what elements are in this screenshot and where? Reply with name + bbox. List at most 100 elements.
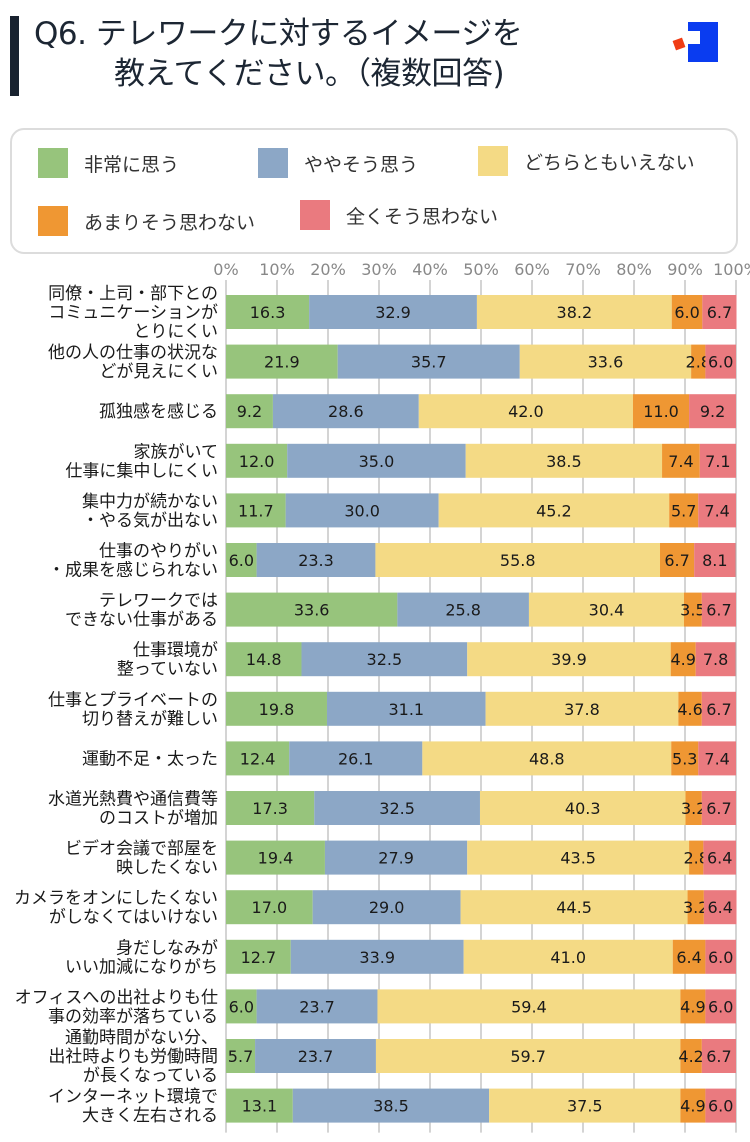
data-label: 23.7 xyxy=(299,997,335,1016)
category-label: 出社時よりも労働時間 xyxy=(48,1047,218,1067)
data-label: 59.4 xyxy=(511,997,547,1016)
bar-segment xyxy=(476,295,672,329)
data-label: 38.2 xyxy=(557,303,593,322)
data-label: 30.0 xyxy=(344,501,380,520)
data-label: 33.9 xyxy=(359,948,395,967)
bar-segment xyxy=(226,939,291,974)
legend-item-somewhat-agree: ややそう思う xyxy=(258,148,418,178)
data-label: 38.5 xyxy=(546,452,582,471)
bar-segment xyxy=(671,295,703,329)
bar-segment xyxy=(680,1039,702,1073)
bar-segment xyxy=(226,394,273,429)
bar-segment xyxy=(691,344,706,379)
legend-label: 全くそう思わない xyxy=(346,205,499,228)
bar-segment xyxy=(226,592,398,627)
category-label: インターネット環境で xyxy=(48,1087,218,1107)
category-label: のコストが増加 xyxy=(99,809,218,829)
data-label: 6.0 xyxy=(229,997,254,1016)
data-label: 6.0 xyxy=(708,1097,733,1116)
data-label: 7.4 xyxy=(704,501,729,520)
data-label: 45.2 xyxy=(536,501,572,520)
bar-segment xyxy=(226,741,290,776)
bar-segment xyxy=(465,443,663,478)
data-label: 6.0 xyxy=(674,303,699,322)
data-label: 7.1 xyxy=(705,452,730,471)
data-label: 9.2 xyxy=(237,402,262,421)
bar-segment xyxy=(694,543,736,577)
data-label: 6.4 xyxy=(707,898,732,917)
bar-segment xyxy=(463,939,673,974)
x-tick-label: 60% xyxy=(514,260,550,279)
data-label: 5.7 xyxy=(228,1047,253,1066)
bar-segment xyxy=(669,493,699,528)
bar-segment xyxy=(683,592,702,627)
bar-segment xyxy=(375,1039,681,1073)
bar-segment xyxy=(337,344,520,379)
bar-segment xyxy=(226,543,257,577)
bar-segment xyxy=(377,989,681,1024)
bar-segment xyxy=(701,592,736,627)
bar-segment xyxy=(489,1088,681,1123)
data-label: 31.1 xyxy=(388,700,424,719)
data-label: 11.7 xyxy=(238,501,274,520)
bar-segment xyxy=(703,890,737,925)
data-label: 4.2 xyxy=(678,1047,703,1066)
category-label: 仕事のやりがい xyxy=(99,542,218,562)
brand-logo-icon xyxy=(672,22,718,62)
data-label: 3.2 xyxy=(681,799,706,818)
data-label: 38.5 xyxy=(373,1097,409,1116)
bar-segment xyxy=(687,890,704,925)
legend-label: どちらともいえない xyxy=(524,151,695,174)
category-label: 他の人の仕事の状況な xyxy=(48,343,218,363)
data-label: 11.0 xyxy=(643,402,679,421)
bar-segment xyxy=(701,791,736,825)
bar-segment xyxy=(695,642,736,677)
bar-segment xyxy=(702,295,737,329)
category-label: 大きく左右される xyxy=(82,1106,218,1126)
bar-segment xyxy=(672,939,706,974)
category-label: 仕事とプライベートの xyxy=(48,690,218,710)
data-label: 29.0 xyxy=(369,898,405,917)
bar-segment xyxy=(226,691,327,726)
category-label: ・成果を感じられない xyxy=(48,561,218,581)
bar-segment xyxy=(701,691,736,726)
data-label: 32.9 xyxy=(375,303,411,322)
bar-segment xyxy=(301,642,468,677)
bar-segment xyxy=(485,691,679,726)
data-label: 9.2 xyxy=(700,402,725,421)
bar-segment xyxy=(226,1088,293,1123)
category-label: 身だしなみが xyxy=(116,938,218,958)
category-label: 仕事環境が xyxy=(133,641,218,661)
bar-segment xyxy=(324,840,468,875)
bar-segment xyxy=(226,642,302,677)
bar-segment xyxy=(671,741,699,776)
data-label: 6.0 xyxy=(708,948,733,967)
bar-segment xyxy=(632,394,690,429)
bar-segment xyxy=(460,890,688,925)
category-label: できない仕事がある xyxy=(65,610,218,630)
data-label: 42.0 xyxy=(508,402,544,421)
data-label: 16.3 xyxy=(250,303,286,322)
bar-segment xyxy=(272,394,419,429)
category-label: 事の効率が落ちている xyxy=(48,1007,218,1027)
data-label: 6.4 xyxy=(707,849,732,868)
category-label: が長くなっている xyxy=(83,1066,218,1086)
category-label: テレワークでは xyxy=(99,591,218,611)
data-label: 23.3 xyxy=(298,551,334,570)
title-accent-bar xyxy=(10,16,19,96)
bar-segment xyxy=(375,543,661,577)
category-label: いい加減になりがち xyxy=(65,957,218,977)
bar-segment xyxy=(703,840,736,875)
bar-segment xyxy=(226,493,286,528)
data-label: 48.8 xyxy=(529,749,565,768)
bar-segment xyxy=(256,543,376,577)
data-label: 35.7 xyxy=(411,353,447,372)
data-label: 32.5 xyxy=(367,650,403,669)
data-label: 2.8 xyxy=(683,849,708,868)
legend: 非常に思う ややそう思う どちらともいえない あまりそう思わない 全くそう思わな… xyxy=(10,128,738,254)
x-tick-label: 20% xyxy=(310,260,346,279)
logo-notch xyxy=(688,31,700,44)
category-label: 整っていない xyxy=(117,660,218,680)
data-label: 33.6 xyxy=(588,353,624,372)
category-label: とりにくい xyxy=(133,322,218,342)
